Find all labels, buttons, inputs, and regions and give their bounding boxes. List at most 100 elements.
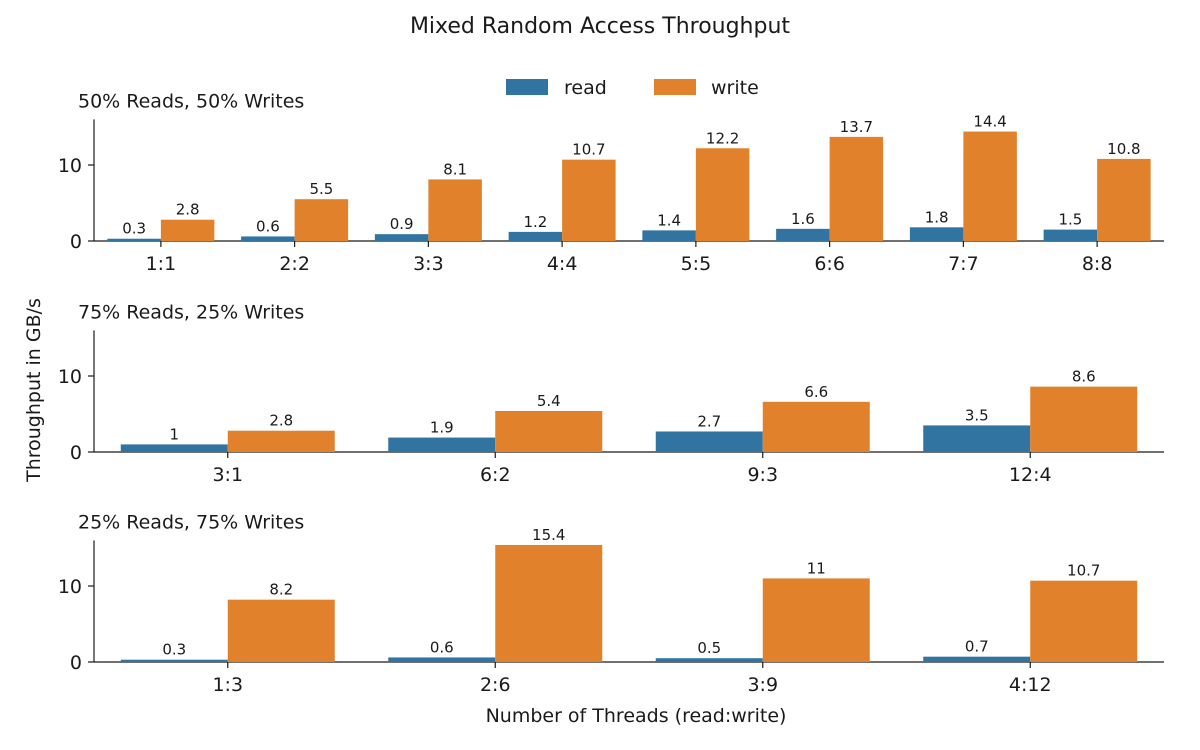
bar-write <box>963 131 1017 241</box>
chart-panels: 50% Reads, 50% Writes0101:10.32.82:20.65… <box>58 90 1164 696</box>
bar-value-label: 0.3 <box>162 641 186 659</box>
legend-label-read: read <box>564 77 607 99</box>
bar-value-label: 10.8 <box>1107 140 1140 158</box>
bar-write <box>495 544 603 662</box>
x-tick-label: 1:1 <box>146 253 177 275</box>
bar-write <box>428 179 482 241</box>
x-tick-label: 12:4 <box>1009 464 1052 486</box>
panel-title: 75% Reads, 25% Writes <box>78 301 304 323</box>
y-tick-label: 10 <box>58 366 82 388</box>
bar-value-label: 1.6 <box>791 210 815 228</box>
panel-title: 50% Reads, 50% Writes <box>78 90 304 112</box>
x-tick-label: 5:5 <box>681 253 712 275</box>
legend-label-write: write <box>711 77 759 99</box>
bar-value-label: 8.2 <box>269 581 293 599</box>
y-tick-label: 0 <box>70 231 82 253</box>
bar-value-label: 5.4 <box>537 392 561 410</box>
bar-value-label: 14.4 <box>973 113 1006 131</box>
legend-swatch-write <box>654 79 696 95</box>
bar-value-label: 1 <box>169 425 179 443</box>
bar-write <box>495 410 603 452</box>
x-tick-label: 4:4 <box>547 253 578 275</box>
bar-value-label: 10.7 <box>1067 562 1100 580</box>
bar-value-label: 13.7 <box>840 118 873 136</box>
x-tick-label: 6:2 <box>480 464 511 486</box>
bar-read <box>241 236 295 241</box>
bar-read <box>655 658 763 662</box>
y-axis-label: Throughput in GB/s <box>23 298 45 483</box>
legend: read write <box>506 77 759 99</box>
bar-write <box>762 578 870 662</box>
bar-read <box>120 659 228 662</box>
bar-write <box>762 401 870 452</box>
bar-value-label: 2.8 <box>176 201 200 219</box>
bar-write <box>1030 580 1138 662</box>
bar-value-label: 1.5 <box>1058 211 1082 229</box>
bar-read <box>776 228 830 241</box>
bar-value-label: 0.7 <box>965 638 989 656</box>
x-tick-label: 3:9 <box>747 674 778 696</box>
legend-swatch-read <box>506 79 548 95</box>
bar-read <box>120 444 228 452</box>
bar-write <box>695 148 750 241</box>
bar-write <box>294 199 349 241</box>
x-axis-label: Number of Threads (read:write) <box>486 705 787 727</box>
y-tick-label: 0 <box>70 652 82 674</box>
chart-title: Mixed Random Access Throughput <box>410 14 790 39</box>
x-tick-label: 9:3 <box>747 464 778 486</box>
bar-write <box>227 599 335 662</box>
bar-read <box>909 227 964 241</box>
x-tick-label: 6:6 <box>814 253 845 275</box>
bar-value-label: 1.2 <box>523 213 547 231</box>
bar-value-label: 11 <box>807 559 826 577</box>
x-tick-label: 2:2 <box>279 253 310 275</box>
x-tick-label: 8:8 <box>1082 253 1113 275</box>
bar-value-label: 15.4 <box>532 526 565 544</box>
bar-value-label: 8.6 <box>1072 368 1096 386</box>
bar-read <box>388 657 496 662</box>
x-tick-label: 3:1 <box>212 464 243 486</box>
bar-value-label: 6.6 <box>804 383 828 401</box>
y-tick-label: 10 <box>58 576 82 598</box>
bar-value-label: 2.7 <box>697 412 721 430</box>
panel-title: 25% Reads, 75% Writes <box>78 511 304 533</box>
bar-write <box>227 430 335 452</box>
x-tick-label: 7:7 <box>948 253 979 275</box>
x-tick-label: 3:3 <box>413 253 444 275</box>
bar-read <box>374 234 429 241</box>
bar-value-label: 1.9 <box>430 419 454 437</box>
bar-read <box>388 437 496 452</box>
bar-write <box>829 136 884 241</box>
bar-read <box>642 230 696 241</box>
bar-value-label: 0.6 <box>256 217 280 235</box>
x-tick-label: 4:12 <box>1009 674 1052 696</box>
bar-read <box>1043 229 1098 241</box>
bar-value-label: 10.7 <box>572 141 605 159</box>
bar-value-label: 2.8 <box>269 412 293 430</box>
bar-value-label: 0.3 <box>122 220 146 238</box>
bar-value-label: 0.6 <box>430 638 454 656</box>
bar-write <box>160 219 215 241</box>
x-tick-label: 2:6 <box>480 674 511 696</box>
bar-value-label: 1.8 <box>925 208 949 226</box>
bar-value-label: 5.5 <box>309 180 333 198</box>
bar-read <box>655 431 763 452</box>
bar-write <box>1030 386 1138 452</box>
x-tick-label: 1:3 <box>212 674 243 696</box>
bar-value-label: 1.4 <box>657 211 681 229</box>
bar-value-label: 3.5 <box>965 406 989 424</box>
y-tick-label: 0 <box>70 442 82 464</box>
bar-value-label: 0.5 <box>697 639 721 657</box>
bar-write <box>1097 158 1151 241</box>
bar-read <box>923 425 1031 452</box>
y-tick-label: 10 <box>58 155 82 177</box>
bar-value-label: 8.1 <box>443 160 467 178</box>
bar-read <box>107 238 161 241</box>
bar-read <box>508 231 563 241</box>
bar-value-label: 0.9 <box>390 215 414 233</box>
bar-read <box>923 656 1031 662</box>
bar-write <box>562 159 616 241</box>
bar-value-label: 12.2 <box>706 129 739 147</box>
